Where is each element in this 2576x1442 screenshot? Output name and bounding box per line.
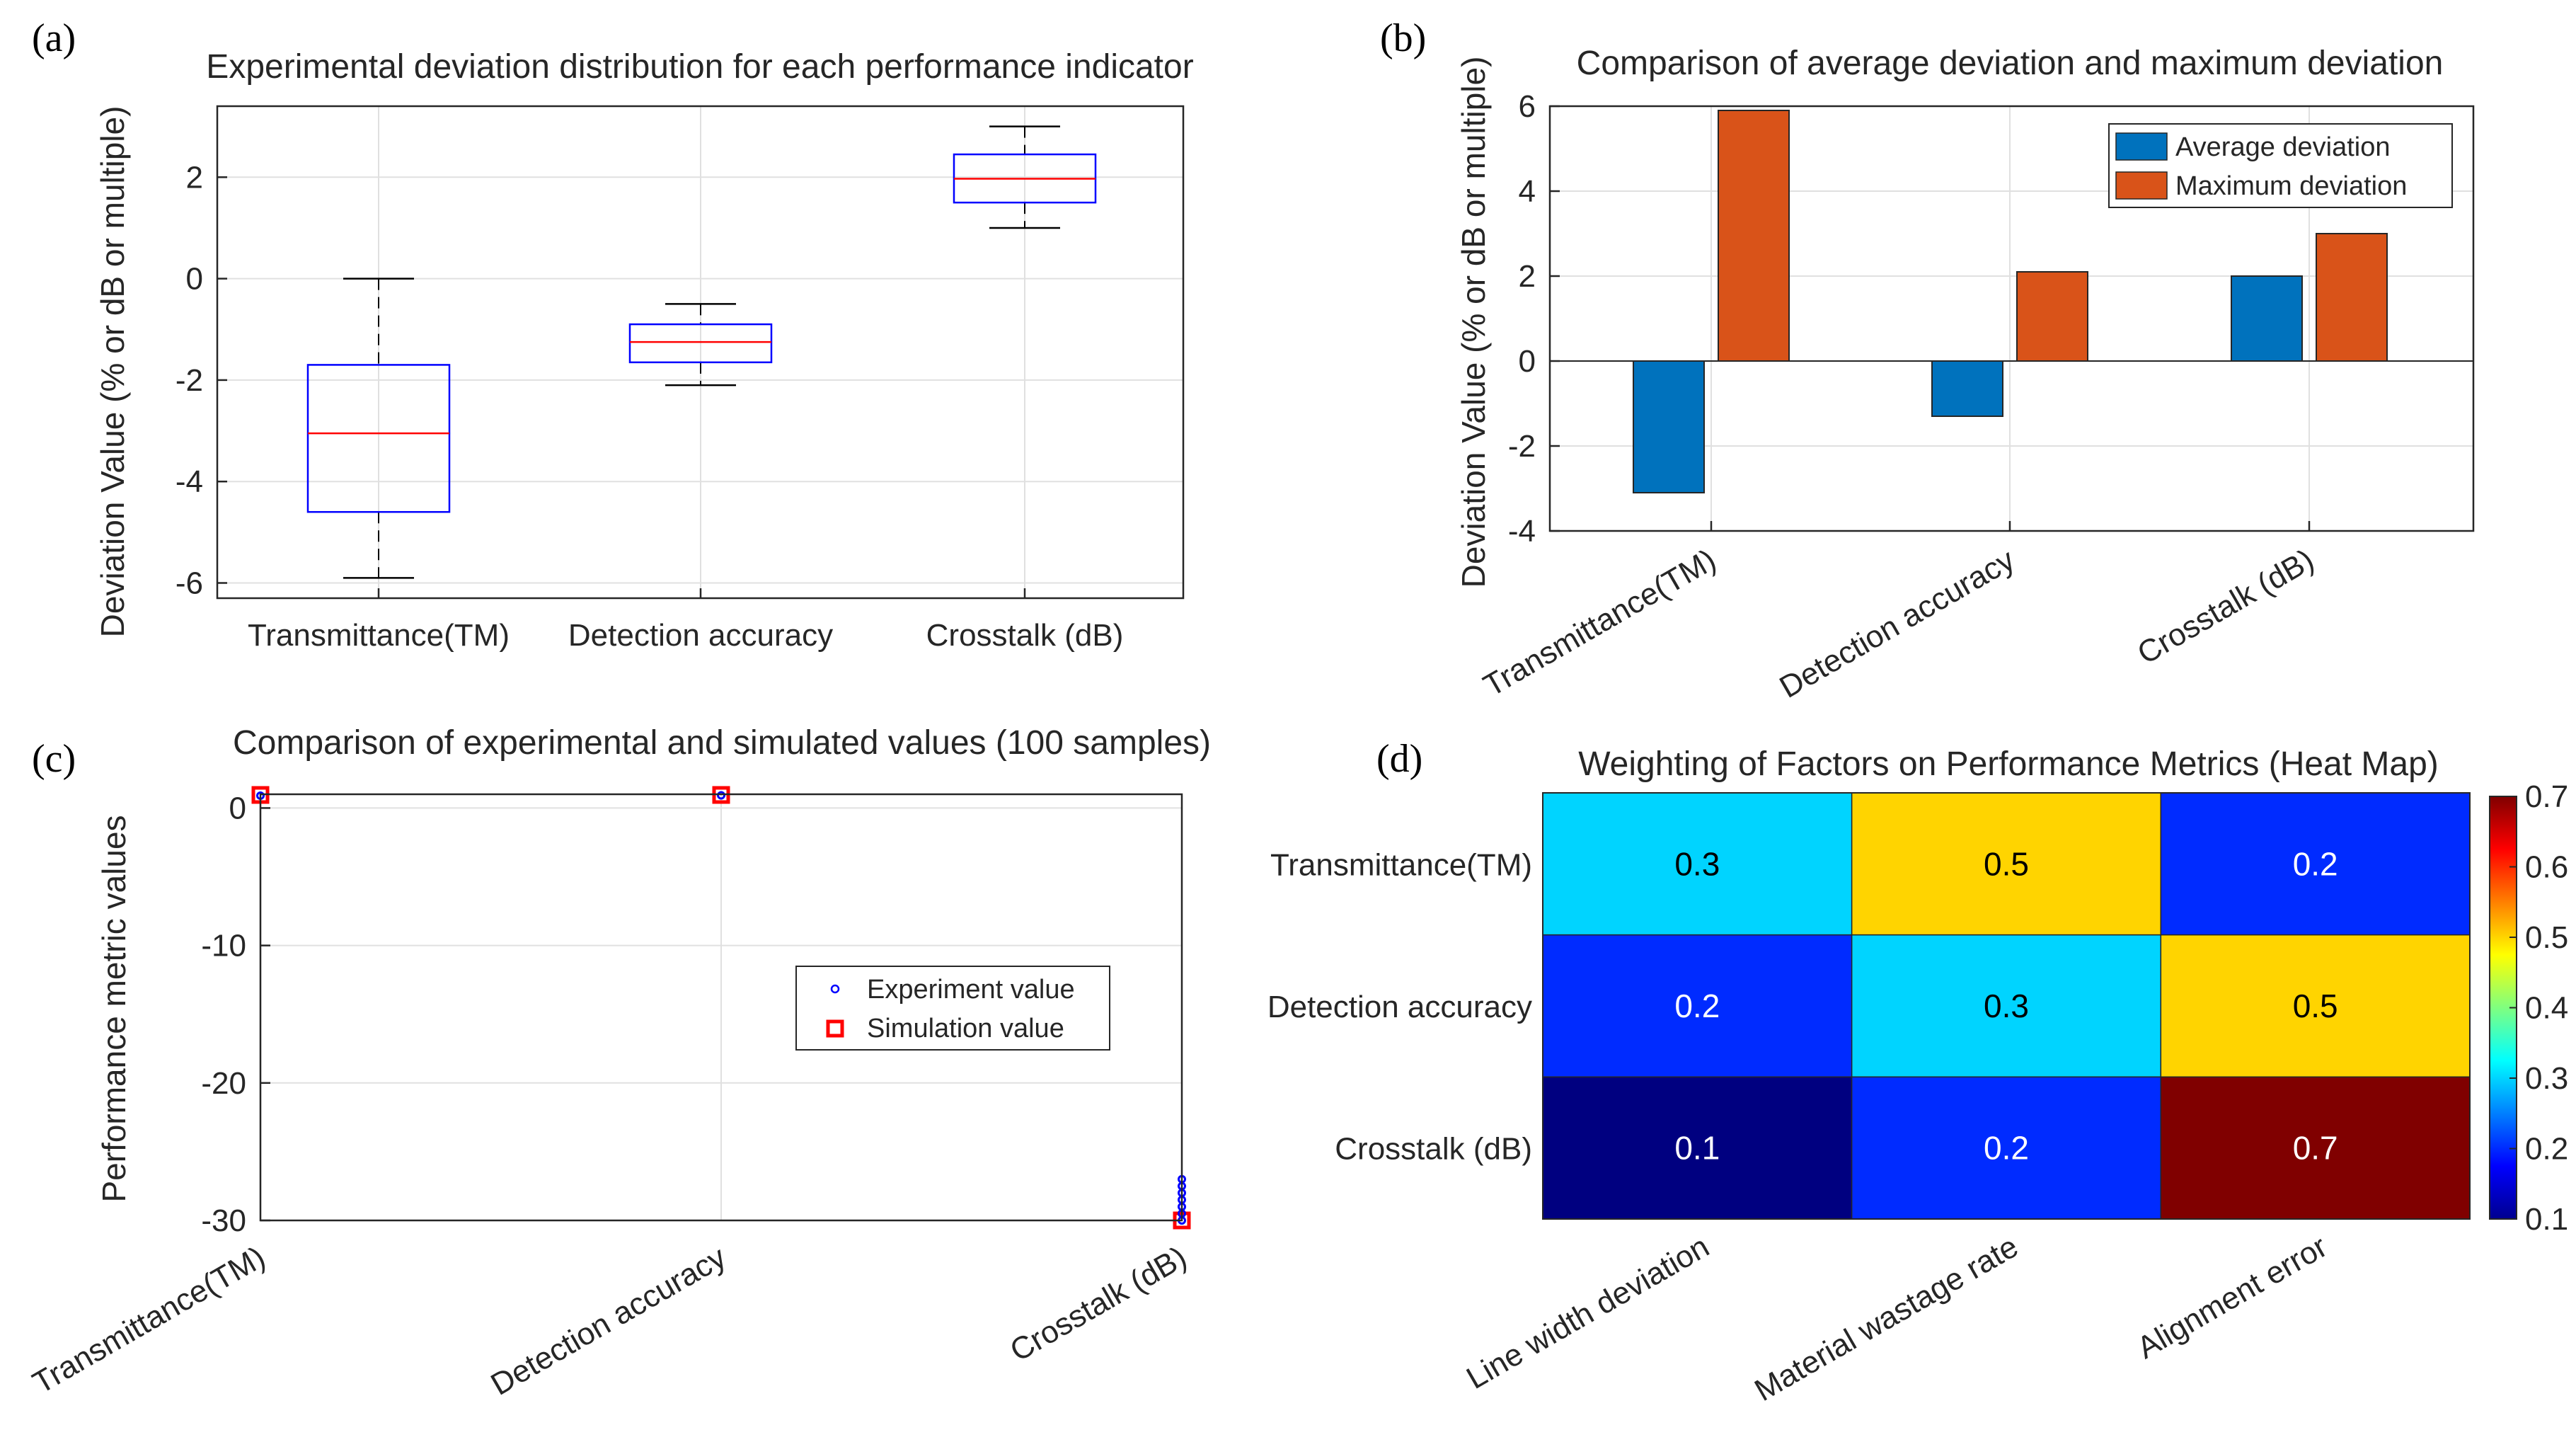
- x-tick-label-c: Transmittance(TM): [27, 1240, 271, 1400]
- x-tick-label-a: Crosstalk (dB): [926, 618, 1124, 653]
- colorbar-tick-label: 0.1: [2525, 1202, 2568, 1237]
- heatmap-cell-label: 0.7: [2293, 1130, 2338, 1167]
- heatmap-cell: [1851, 934, 2162, 1078]
- y-tick-label-c: -10: [201, 929, 246, 963]
- y-tick-label-a: -6: [176, 566, 203, 601]
- box-a: [306, 364, 451, 513]
- heatmap-cell-label: 0.2: [1984, 1130, 2029, 1167]
- y-tick-label-c: -30: [201, 1203, 246, 1238]
- y-axis-label-c: Performance metric values: [96, 815, 132, 1202]
- y-tick-label-b: -4: [1508, 514, 1536, 549]
- colorbar-tick-label: 0.5: [2525, 920, 2568, 955]
- legend-marker-experiment: [830, 984, 840, 994]
- legend-box-c: [795, 966, 1110, 1051]
- y-axis-label-b: Deviation Value (% or dB or multiple): [1455, 57, 1492, 588]
- heatmap-cell: [1542, 792, 1853, 936]
- panel-label-d: (d): [1376, 737, 1422, 781]
- colorbar-tick-label: 0.6: [2525, 850, 2568, 885]
- bar-maximum: [1718, 110, 1790, 362]
- heatmap-column-label: Material wastage rate: [1749, 1229, 2024, 1408]
- chart-title-d: Weighting of Factors on Performance Metr…: [1578, 745, 2439, 783]
- heatmap-cell: [1851, 792, 2162, 936]
- y-tick-label-a: -4: [176, 464, 203, 499]
- heatmap-cell-label: 0.5: [2293, 988, 2338, 1024]
- experiment-point: [717, 791, 725, 800]
- heatmap-cell-label: 0.3: [1674, 845, 1720, 882]
- heatmap-column-label: Alignment error: [2132, 1229, 2333, 1366]
- bar-maximum: [2316, 233, 2388, 362]
- colorbar-tick-label: 0.7: [2525, 779, 2568, 814]
- y-tick-label-b: 6: [1519, 89, 1536, 124]
- legend-b: Average deviation Maximum deviation: [2108, 123, 2453, 208]
- x-tick-label-a: Detection accuracy: [568, 618, 833, 653]
- heatmap-cell: [1542, 934, 1853, 1078]
- y-tick-label-b: 2: [1519, 259, 1536, 294]
- panel-b-bar-chart: (b) Comparison of average deviation and …: [1380, 16, 2475, 705]
- y-tick-label-a: 0: [186, 262, 203, 297]
- x-tick-label-b: Detection accuracy: [1773, 542, 2020, 705]
- legend-marker-simulation: [826, 1019, 844, 1038]
- y-axis-label-a: Deviation Value (% or dB or multiple): [94, 106, 131, 638]
- y-tick-label-a: 2: [186, 160, 203, 195]
- heatmap-cell-label: 0.2: [1674, 988, 1720, 1024]
- x-tick-label-c: Detection accuracy: [485, 1240, 732, 1402]
- bar-average: [1931, 360, 2003, 417]
- y-tick-label-c: -20: [201, 1066, 246, 1101]
- colorbar-tick-label: 0.4: [2525, 991, 2568, 1026]
- heatmap-frame: [1542, 792, 2471, 1220]
- colorbar-tick-label: 0.2: [2525, 1132, 2568, 1167]
- panel-c-scatter: (c) Comparison of experimental and simul…: [27, 724, 1211, 1402]
- bar-average: [2231, 275, 2303, 362]
- heatmap-row-label: Crosstalk (dB): [1335, 1132, 1532, 1167]
- plot-frame-c: [259, 793, 1183, 1222]
- legend-swatch-maximum: [2115, 171, 2168, 200]
- legend-c: Experiment value Simulation value: [795, 966, 1110, 1051]
- legend-label-average: Average deviation: [2175, 132, 2391, 162]
- panel-label-b: (b): [1380, 16, 1426, 60]
- chart-title-c: Comparison of experimental and simulated…: [233, 724, 1211, 762]
- heatmap-row-label: Detection accuracy: [1267, 990, 1532, 1024]
- panel-label-c: (c): [32, 737, 76, 781]
- panel-d-heatmap: (d) Weighting of Factors on Performance …: [1267, 737, 2568, 1408]
- x-tick-label-a: Transmittance(TM): [248, 618, 510, 653]
- colorbar-tick-label: 0.3: [2525, 1061, 2568, 1096]
- y-tick-label-a: -2: [176, 363, 203, 398]
- plot-frame-b: [1548, 105, 2475, 532]
- legend-label-simulation: Simulation value: [867, 1014, 1064, 1043]
- y-tick-label-b: 0: [1519, 344, 1536, 379]
- y-tick-label-b: -2: [1508, 429, 1536, 464]
- bar-maximum: [2016, 271, 2088, 362]
- bar-average: [1633, 360, 1705, 493]
- legend-label-maximum: Maximum deviation: [2175, 171, 2407, 201]
- heatmap-cell-label: 0.5: [1984, 845, 2029, 882]
- y-tick-label-c: 0: [229, 791, 246, 825]
- y-tick-label-b: 4: [1519, 174, 1536, 209]
- legend-label-experiment: Experiment value: [867, 975, 1075, 1005]
- x-tick-label-c: Crosstalk (dB): [1004, 1240, 1192, 1368]
- heatmap-cell-label: 0.1: [1674, 1130, 1720, 1167]
- x-tick-label-b: Crosstalk (dB): [2132, 542, 2320, 671]
- heatmap-cell-label: 0.2: [2293, 845, 2338, 882]
- heatmap-cell: [1851, 1076, 2162, 1220]
- legend-swatch-average: [2115, 132, 2168, 161]
- heatmap-row-label: Transmittance(TM): [1270, 847, 1532, 882]
- heatmap-column-label: Line width deviation: [1461, 1229, 1715, 1396]
- x-tick-label-b: Transmittance(TM): [1478, 542, 1722, 703]
- heatmap-cell-label: 0.3: [1984, 988, 2029, 1024]
- panel-a-boxplot: (a) Experimental deviation distribution …: [32, 16, 1194, 653]
- box-a: [628, 323, 773, 364]
- heatmap-cell: [2160, 792, 2471, 936]
- chart-title-b: Comparison of average deviation and maxi…: [1577, 45, 2444, 82]
- panel-label-a: (a): [32, 16, 76, 60]
- chart-title-a: Experimental deviation distribution for …: [206, 48, 1193, 86]
